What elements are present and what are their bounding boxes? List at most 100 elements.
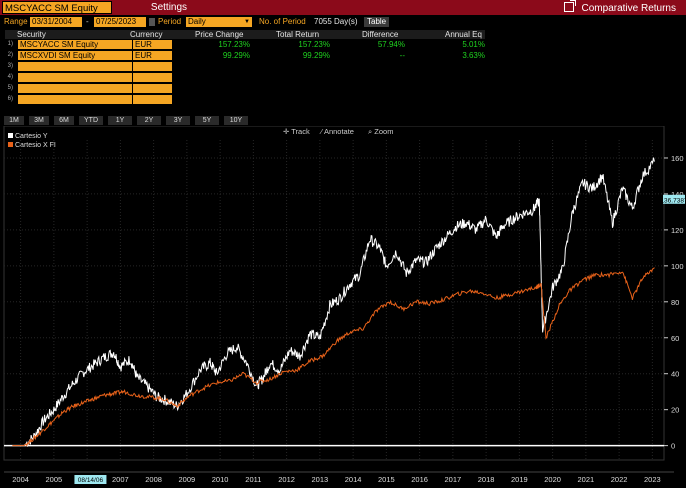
nop-label: No. of Period — [259, 17, 306, 26]
table-row[interactable]: 5) — [5, 84, 490, 95]
x-tick-label: 2011 — [245, 475, 261, 484]
col-price-change: Price Change — [195, 30, 244, 39]
currency-cell[interactable] — [133, 73, 172, 83]
table-row[interactable]: 4) — [5, 73, 490, 84]
ticker-field[interactable]: MSCYACC SM Equity — [2, 1, 112, 14]
legend-label-series1: Cartesio Y — [15, 133, 48, 140]
security-cell[interactable]: MSCXVDI SM Equity — [18, 51, 132, 61]
price-change-cell: 99.29% — [222, 51, 250, 60]
table-button[interactable]: Table — [364, 17, 390, 27]
legend-swatch-series2 — [8, 142, 13, 147]
table-row[interactable]: 3) — [5, 62, 490, 73]
period-button-10y[interactable]: 10Y — [224, 116, 248, 125]
table-row[interactable]: 6) — [5, 95, 490, 106]
x-tick-label: 2012 — [278, 475, 295, 484]
cursor-date-label: 08/14/06 — [78, 477, 104, 484]
difference-cell: 57.94% — [377, 40, 405, 49]
end-date-field[interactable]: 07/25/2023 — [94, 17, 146, 27]
last-value-badge — [663, 194, 685, 204]
difference-cell — [335, 62, 405, 72]
currency-cell[interactable] — [133, 62, 172, 72]
legend-item-series2[interactable]: Cartesio X FI — [8, 142, 56, 149]
series-line-1 — [12, 157, 655, 447]
total-return-cell — [255, 62, 330, 72]
period-button-1m[interactable]: 1M — [4, 116, 24, 125]
comparative-returns-chart[interactable]: 0204060801001201401602004200520062007200… — [0, 126, 686, 488]
difference-cell — [335, 84, 405, 94]
last-value-label: 136.7387 — [660, 197, 686, 204]
securities-table: 1) MSCYACC SM Equity EUR 157.23% 157.23% 57.9… — [0, 40, 490, 106]
start-date-field[interactable]: 03/31/2004 — [30, 17, 82, 27]
period-select[interactable]: Daily ▼ — [186, 17, 252, 27]
security-cell[interactable] — [18, 95, 132, 105]
table-row[interactable]: 2) MSCXVDI SM Equity EUR 99.29% 99.29% -- 3.63… — [5, 51, 490, 62]
period-button-3m[interactable]: 3M — [29, 116, 49, 125]
period-button-5y[interactable]: 5Y — [195, 116, 219, 125]
function-title-label: Comparative Returns — [581, 3, 676, 14]
x-tick-label: 2010 — [212, 475, 229, 484]
track-tool[interactable]: ✛ Track — [283, 127, 310, 137]
y-tick-label: 160 — [671, 154, 684, 163]
total-return-cell: 157.23% — [298, 40, 330, 49]
annual-eq-cell — [410, 73, 485, 83]
col-total-return: Total Return — [276, 30, 320, 39]
difference-cell — [335, 73, 405, 83]
period-button-2y[interactable]: 2Y — [137, 116, 161, 125]
x-tick-label: 2005 — [46, 475, 63, 484]
price-change-cell: 157.23% — [218, 40, 250, 49]
price-change-cell — [175, 95, 250, 105]
total-return-cell — [255, 84, 330, 94]
y-tick-label: 20 — [671, 406, 679, 415]
crosshair-icon: ✛ — [283, 127, 290, 136]
price-change-cell — [175, 73, 250, 83]
magnifier-icon: ⌕ — [368, 127, 373, 136]
x-tick-label: 2023 — [644, 475, 661, 484]
y-tick-label: 40 — [671, 370, 679, 379]
x-tick-label: 2014 — [345, 475, 362, 484]
period-button-3y[interactable]: 3Y — [166, 116, 190, 125]
settings-tab[interactable]: Settings — [150, 2, 188, 13]
y-tick-label: 0 — [671, 442, 675, 451]
legend-item-series1[interactable]: Cartesio Y — [8, 133, 48, 140]
x-tick-label: 2021 — [578, 475, 595, 484]
currency-cell[interactable]: EUR — [133, 40, 172, 50]
table-row[interactable]: 1) MSCYACC SM Equity EUR 157.23% 157.23% 57.9… — [5, 40, 490, 51]
period-select-value: Daily — [188, 17, 206, 26]
period-button-1y[interactable]: 1Y — [108, 116, 132, 125]
row-number: 2) — [7, 52, 13, 58]
currency-cell[interactable] — [133, 84, 172, 94]
security-cell[interactable] — [18, 62, 132, 72]
security-cell[interactable] — [18, 73, 132, 83]
function-title[interactable]: Comparative Returns — [563, 0, 676, 14]
range-label: Range — [4, 17, 28, 26]
annotate-tool[interactable]: ⁄ Annotate — [321, 127, 354, 137]
period-button-ytd[interactable]: YTD — [79, 116, 103, 125]
table-header: Security Currency Price Change Total Ret… — [5, 30, 485, 39]
annual-eq-cell — [410, 62, 485, 72]
security-cell[interactable]: MSCYACC SM Equity — [18, 40, 132, 50]
x-tick-label: 2018 — [478, 475, 495, 484]
calendar-icon[interactable] — [149, 18, 155, 26]
annual-eq-cell — [410, 84, 485, 94]
row-number: 1) — [7, 41, 13, 47]
series-line-2 — [12, 267, 655, 447]
external-link-icon[interactable] — [563, 0, 576, 12]
currency-cell[interactable] — [133, 95, 172, 105]
track-label: Track — [291, 127, 310, 136]
x-tick-label: 2019 — [511, 475, 528, 484]
y-tick-label: 140 — [671, 190, 684, 199]
chevron-down-icon: ▼ — [244, 19, 250, 25]
zoom-tool[interactable]: ⌕ Zoom — [368, 127, 393, 137]
nop-value: 7055 Day(s) — [314, 17, 358, 26]
x-tick-label: 2013 — [312, 475, 329, 484]
col-annual-eq: Annual Eq — [445, 30, 482, 39]
cursor-date-badge — [74, 475, 107, 484]
y-tick-label: 100 — [671, 262, 684, 271]
y-tick-label: 60 — [671, 334, 679, 343]
period-button-6m[interactable]: 6M — [54, 116, 74, 125]
annual-eq-cell — [410, 95, 485, 105]
annual-eq-cell: 5.01% — [462, 40, 485, 49]
currency-cell[interactable]: EUR — [133, 51, 172, 61]
col-security: Security — [17, 30, 46, 39]
security-cell[interactable] — [18, 84, 132, 94]
